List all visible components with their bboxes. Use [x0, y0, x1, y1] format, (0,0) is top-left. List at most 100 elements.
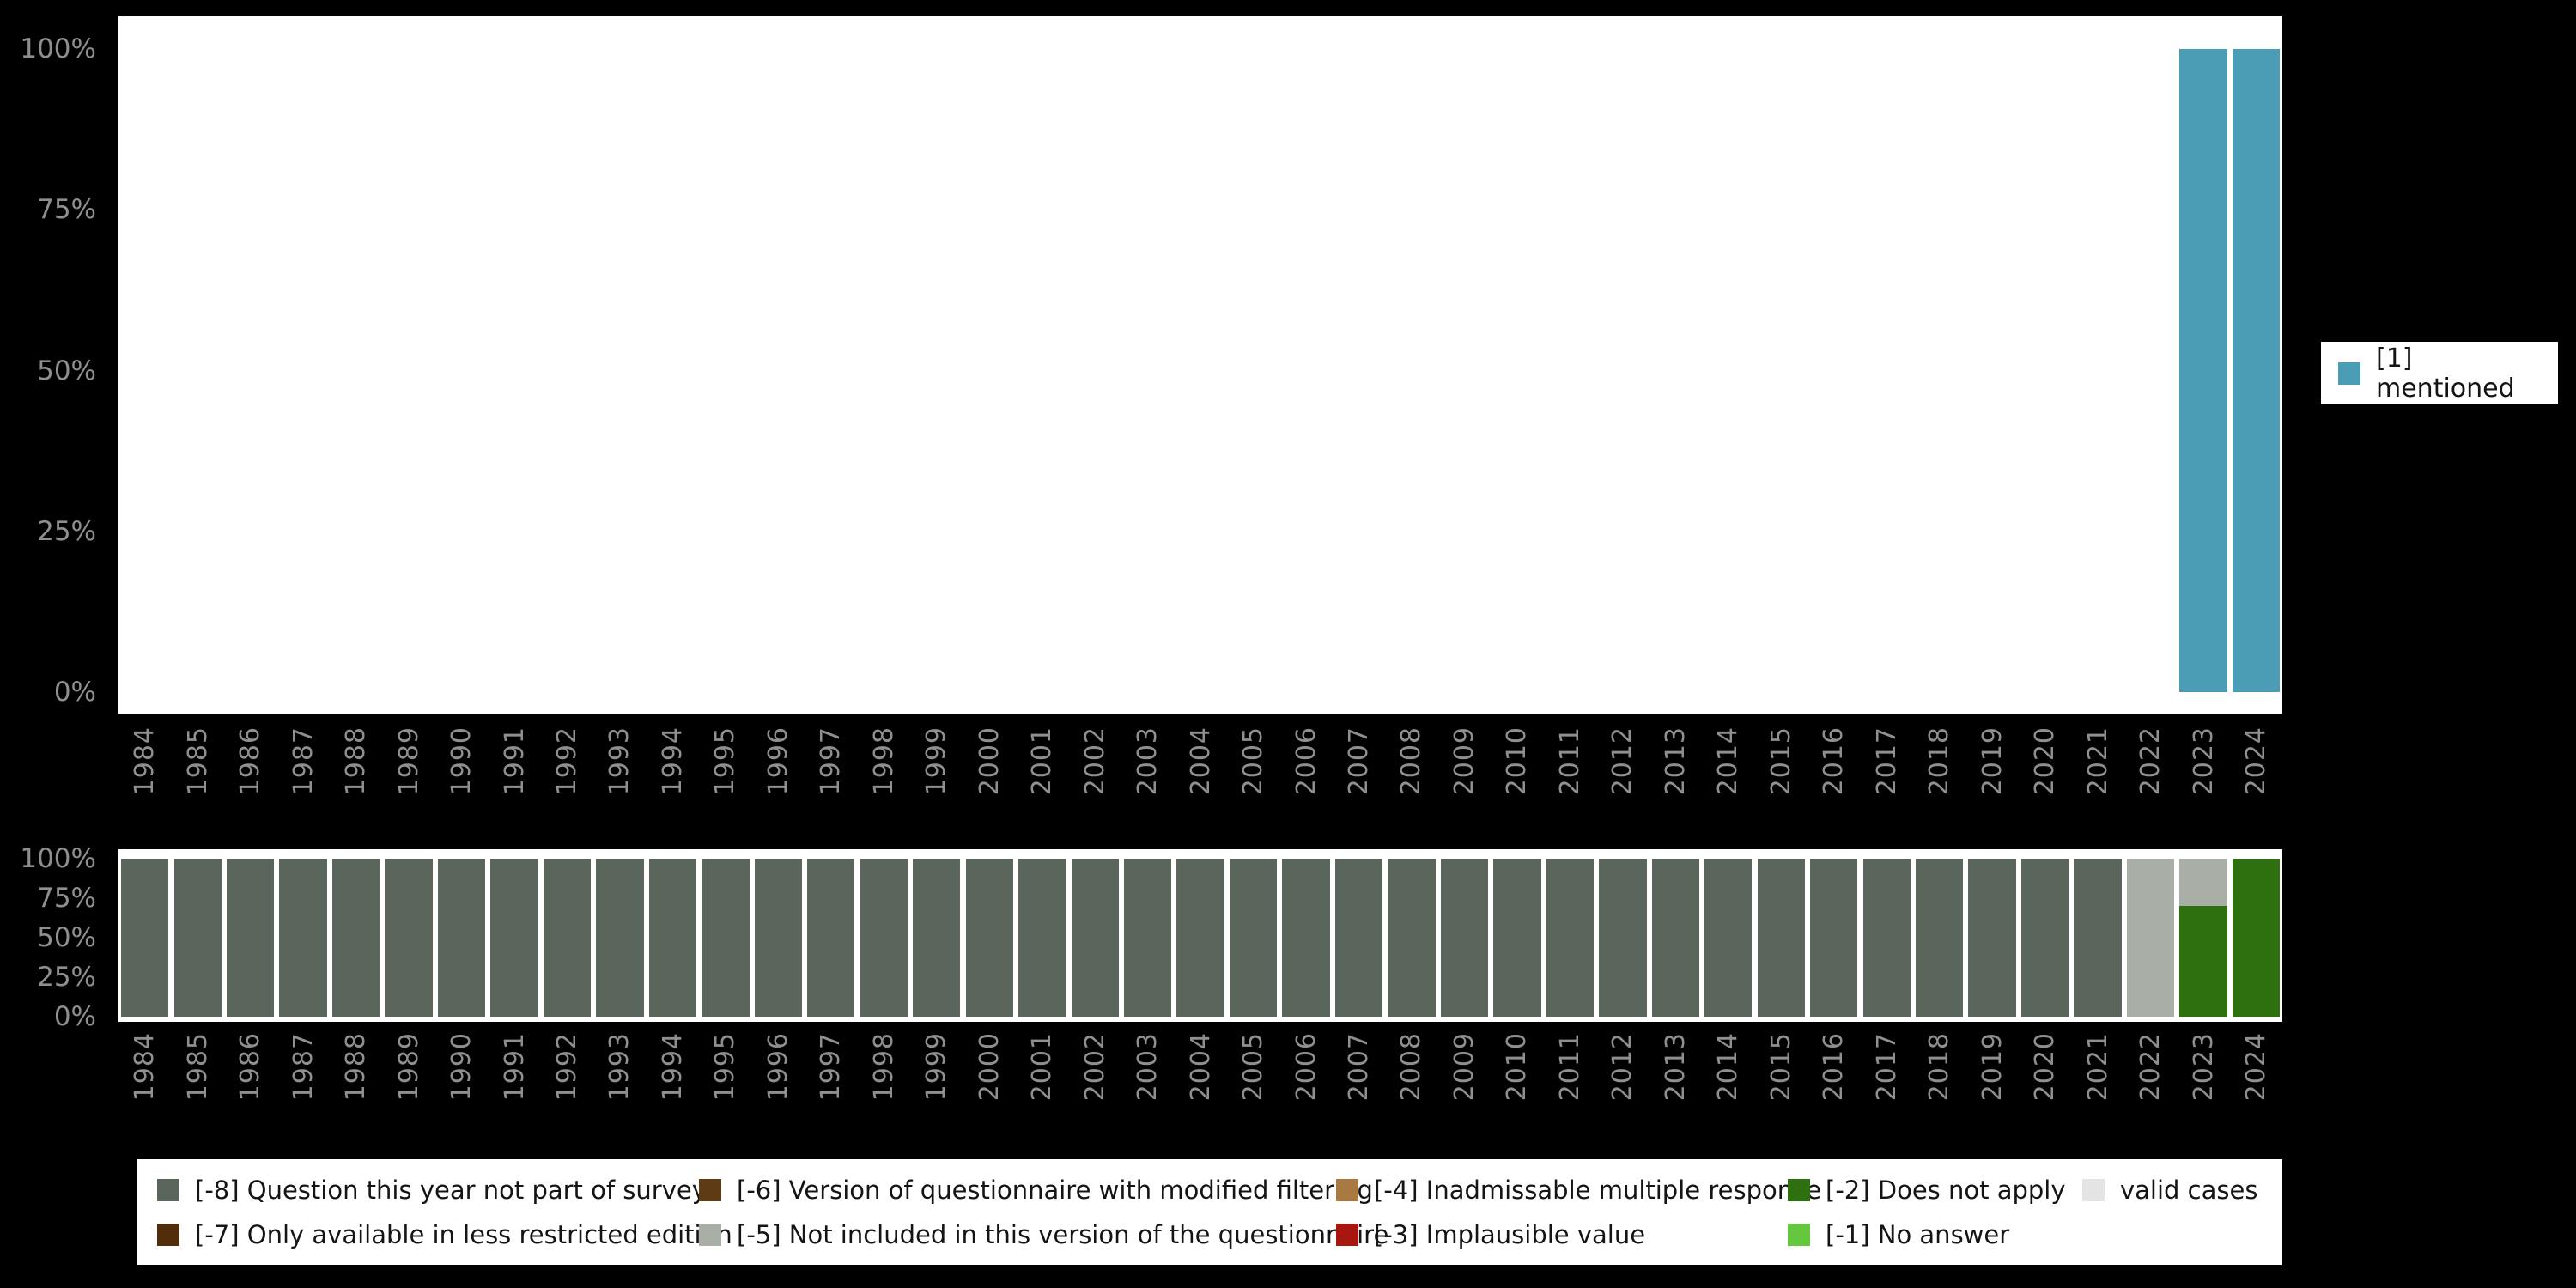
x-tick-label-2021: 2021: [2082, 1032, 2113, 1102]
bar-slot-1999: [910, 49, 963, 692]
legend-swatch-neg5: [699, 1223, 721, 1246]
bar-slot-1990: [435, 49, 488, 692]
legend-item-neg1: [-1] No answer: [1788, 1220, 2082, 1249]
bottom-chart-plot-area: [118, 859, 2282, 1017]
x-tick-slot-1998: 1998: [858, 726, 910, 836]
bar-segment-1984-neg8: [121, 859, 169, 1017]
bar-segment-2006-neg8: [1282, 859, 1330, 1017]
bar-segment-1991-neg8: [490, 859, 538, 1017]
stacked-bar-slot-2006: [1279, 859, 1332, 1017]
x-tick-label-1995: 1995: [710, 1032, 741, 1102]
x-tick-label-2006: 2006: [1291, 1032, 1321, 1102]
x-tick-label-2008: 2008: [1396, 1032, 1427, 1102]
stacked-bar-slot-2018: [1913, 859, 1965, 1017]
bar-slot-2022: [2124, 49, 2177, 692]
legend-label-neg4: [-4] Inadmissable multiple response: [1374, 1175, 1822, 1205]
bar-segment-1989-neg8: [385, 859, 433, 1017]
legend-label-neg6: [-6] Version of questionnaire with modif…: [737, 1175, 1373, 1205]
y-tick-label-50: 50%: [37, 922, 96, 953]
bar-slot-2002: [1068, 49, 1121, 692]
x-tick-slot-2023: 2023: [2177, 1032, 2229, 1142]
stacked-bar-slot-2010: [1491, 859, 1543, 1017]
bar-slot-2012: [1596, 49, 1649, 692]
x-tick-slot-2014: 2014: [1702, 726, 1754, 836]
bar-segment-2020-neg8: [2020, 859, 2069, 1017]
x-tick-label-2008: 2008: [1396, 726, 1427, 796]
x-tick-slot-1984: 1984: [118, 726, 171, 836]
x-tick-slot-2024: 2024: [2230, 726, 2282, 836]
legend-label-neg3: [-3] Implausible value: [1374, 1219, 1646, 1249]
bar-slot-1988: [330, 49, 382, 692]
missing-codes-legend: [-8] Question this year not part of surv…: [137, 1159, 2282, 1265]
bar-segment-2013-neg8: [1651, 859, 1699, 1017]
x-tick-label-2023: 2023: [2188, 726, 2219, 796]
x-tick-label-1997: 1997: [816, 1032, 847, 1102]
stacked-bar-slot-2015: [1755, 859, 1807, 1017]
x-tick-label-2005: 2005: [1238, 726, 1269, 796]
x-tick-label-1989: 1989: [393, 1032, 424, 1102]
bar-segment-2024-neg2: [2232, 859, 2281, 1017]
x-tick-slot-2012: 2012: [1596, 726, 1649, 836]
x-tick-label-2017: 2017: [1871, 726, 1902, 796]
x-tick-slot-1995: 1995: [699, 726, 751, 836]
x-tick-slot-2010: 2010: [1491, 726, 1543, 836]
bar-segment-2011-neg8: [1546, 859, 1595, 1017]
stacked-bar-slot-2007: [1333, 859, 1385, 1017]
stacked-bar-slot-2011: [1544, 859, 1596, 1017]
stacked-bar-slot-2009: [1438, 859, 1491, 1017]
x-tick-slot-1985: 1985: [171, 726, 223, 836]
x-tick-slot-2020: 2020: [2019, 726, 2071, 836]
x-tick-slot-2016: 2016: [1807, 726, 1860, 836]
stacked-bar-slot-1993: [593, 859, 646, 1017]
bar-slot-2003: [1121, 49, 1174, 692]
x-tick-slot-1994: 1994: [647, 726, 699, 836]
x-tick-label-1985: 1985: [182, 1032, 213, 1102]
bar-segment-1997-neg8: [807, 859, 855, 1017]
x-tick-label-1998: 1998: [868, 1032, 899, 1102]
legend-label-neg1: [-1] No answer: [1826, 1219, 2010, 1249]
x-tick-label-2015: 2015: [1765, 1032, 1796, 1102]
stacked-bar-slot-2008: [1385, 859, 1437, 1017]
bar-slot-2024: [2230, 49, 2282, 692]
stacked-bar-slot-2013: [1649, 859, 1702, 1017]
x-tick-slot-2000: 2000: [963, 726, 1016, 836]
x-tick-slot-1991: 1991: [488, 1032, 540, 1142]
x-tick-slot-1997: 1997: [805, 726, 857, 836]
x-tick-slot-2010: 2010: [1491, 1032, 1543, 1142]
stacked-bar-slot-1989: [382, 859, 434, 1017]
stacked-bar-slot-1994: [647, 859, 699, 1017]
bar-slot-1986: [224, 49, 276, 692]
stacked-bar-slot-2001: [1016, 859, 1068, 1017]
x-tick-label-1996: 1996: [762, 1032, 793, 1102]
x-tick-label-1986: 1986: [235, 726, 266, 796]
x-tick-label-2020: 2020: [2030, 1032, 2061, 1102]
x-tick-slot-2018: 2018: [1913, 1032, 1965, 1142]
bar-slot-2000: [963, 49, 1016, 692]
x-tick-label-2023: 2023: [2188, 1032, 2219, 1102]
x-tick-label-2010: 2010: [1502, 1032, 1533, 1102]
x-tick-slot-1984: 1984: [118, 1032, 171, 1142]
y-tick-label-50: 50%: [37, 355, 96, 386]
bar-segment-2016-neg8: [1810, 859, 1858, 1017]
x-tick-slot-2005: 2005: [1227, 1032, 1279, 1142]
x-tick-slot-1999: 1999: [910, 726, 963, 836]
bar-slot-1984: [118, 49, 171, 692]
x-tick-label-1986: 1986: [235, 1032, 266, 1102]
stacked-bar-slot-1995: [699, 859, 751, 1017]
x-tick-slot-2009: 2009: [1438, 726, 1491, 836]
bar-slot-1997: [805, 49, 857, 692]
x-tick-label-2019: 2019: [1977, 1032, 2008, 1102]
legend-row-1: [-8] Question this year not part of surv…: [157, 1168, 2282, 1212]
x-tick-slot-2017: 2017: [1860, 726, 1912, 836]
mentioned-legend-label: [1] mentioned: [2376, 343, 2515, 404]
bar-slot-1996: [752, 49, 805, 692]
x-tick-slot-2014: 2014: [1702, 1032, 1754, 1142]
x-tick-slot-2013: 2013: [1649, 726, 1702, 836]
x-tick-slot-1999: 1999: [910, 1032, 963, 1142]
bar-slot-1995: [699, 49, 751, 692]
x-tick-label-1997: 1997: [816, 726, 847, 796]
stacked-bar-slot-1985: [171, 859, 223, 1017]
bar-segment-1995-neg8: [702, 859, 750, 1017]
bar-slot-2017: [1860, 49, 1912, 692]
x-tick-label-2000: 2000: [974, 1032, 1005, 1102]
